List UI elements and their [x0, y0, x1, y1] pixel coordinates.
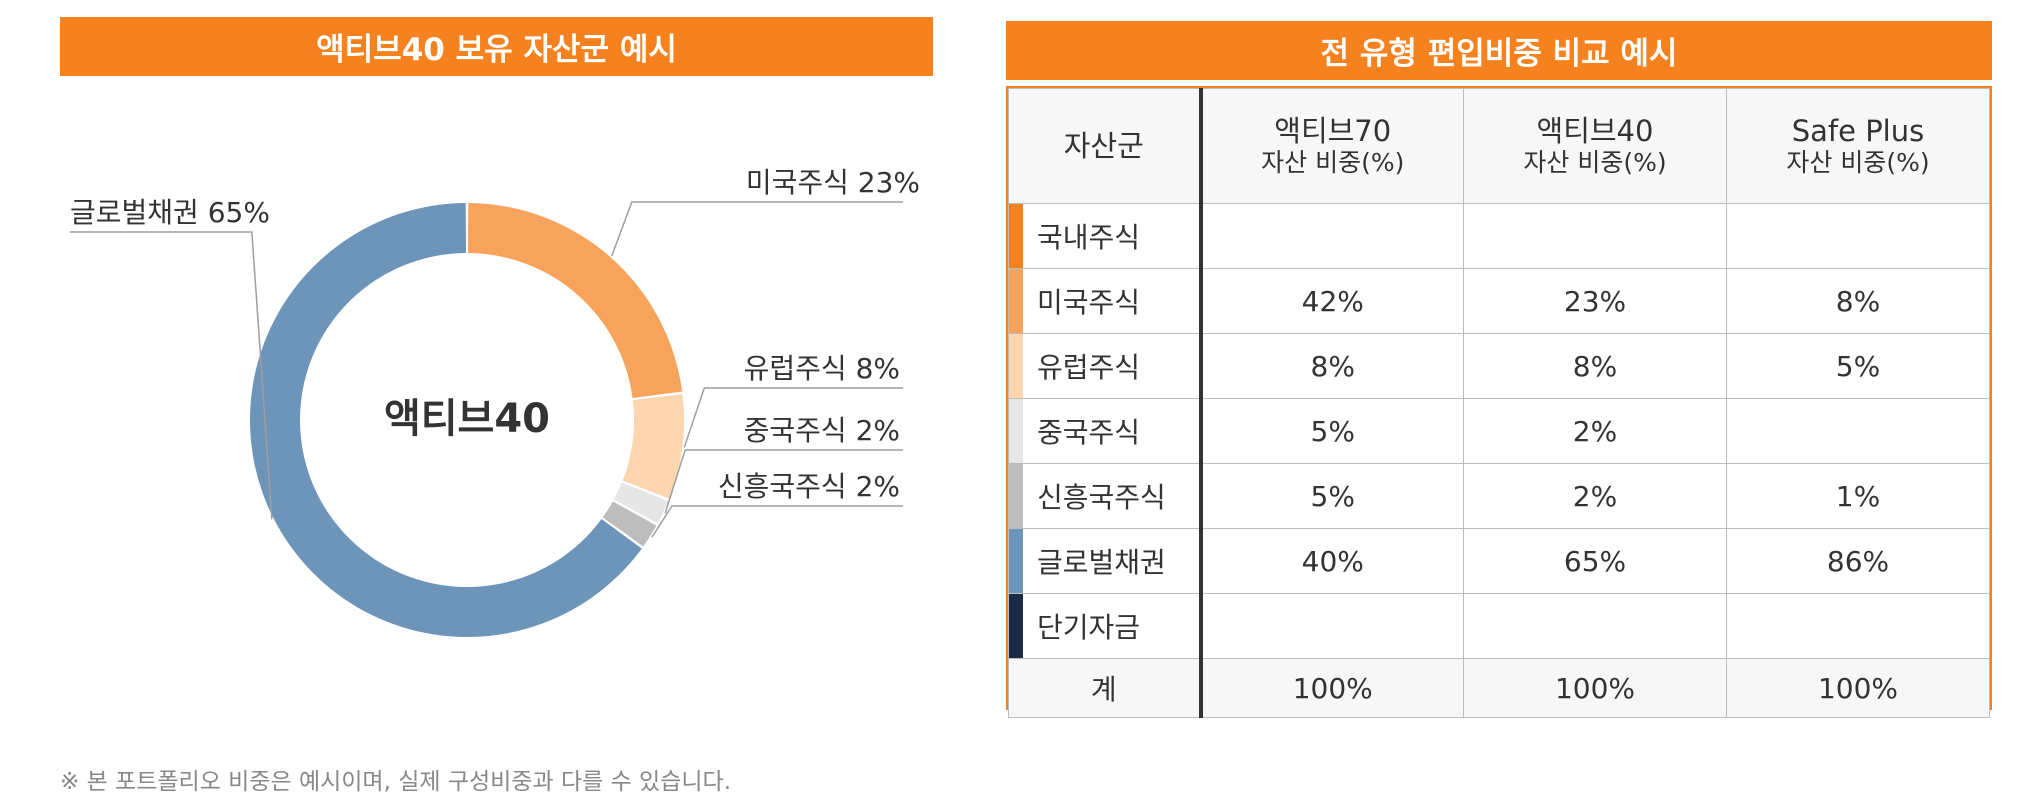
row-color-swatch — [1009, 269, 1023, 333]
row-label: 중국주식 — [1008, 398, 1203, 464]
slice-labels: 미국주식 23% 유럽주식 8% 중국주식 2% 신흥국주식 2% 글로벌채권 65% — [70, 166, 920, 503]
table-row: 신흥국주식 5% 2% 1% — [1008, 463, 1990, 529]
row-color-swatch — [1009, 464, 1023, 528]
row-label-text: 미국주식 — [1037, 286, 1141, 319]
leader-line — [664, 449, 903, 514]
table-cell — [1463, 203, 1727, 269]
donut-slice — [468, 203, 683, 399]
header-sub: 자산 비중(%) — [1523, 148, 1667, 178]
table-row: 유럽주식 8% 8% 5% — [1008, 333, 1990, 399]
donut-chart-title: 액티브40 보유 자산군 예시 — [60, 17, 933, 76]
table-cell — [1726, 593, 1990, 659]
table-row: 중국주식 5% 2% — [1008, 398, 1990, 464]
total-cell: 100% — [1463, 658, 1727, 718]
header-safe-plus: Safe Plus 자산 비중(%) — [1726, 88, 1990, 204]
row-label-text: 국내주식 — [1037, 221, 1141, 254]
row-label-text: 단기자금 — [1037, 611, 1141, 644]
table-cell: 40% — [1200, 528, 1464, 594]
header-asset-class: 자산군 — [1008, 88, 1203, 204]
row-label-text: 글로벌채권 — [1037, 546, 1166, 579]
comparison-table: 자산군 액티브70 자산 비중(%) 액티브40 자산 비중(%) Safe P… — [1006, 86, 1992, 718]
table-cell: 5% — [1726, 333, 1990, 399]
leader-line — [611, 201, 903, 256]
leader-lines — [70, 201, 903, 538]
row-color-swatch — [1009, 334, 1023, 398]
table-cell — [1726, 398, 1990, 464]
leader-line — [651, 505, 903, 538]
total-cell: 100% — [1200, 658, 1464, 718]
row-label: 국내주식 — [1008, 203, 1203, 269]
table-cell — [1200, 593, 1464, 659]
header-name: Safe Plus — [1791, 113, 1925, 148]
row-label: 신흥국주식 — [1008, 463, 1203, 529]
table-cell: 8% — [1200, 333, 1464, 399]
table-row: 단기자금 — [1008, 593, 1990, 659]
slice-label: 신흥국주식 2% — [718, 470, 900, 503]
donut-slice — [622, 394, 684, 499]
table-row: 미국주식 42% 23% 8% — [1008, 268, 1990, 334]
leader-line — [683, 387, 903, 448]
slice-label: 미국주식 23% — [746, 166, 920, 199]
header-name: 액티브40 — [1536, 113, 1654, 148]
slice-label: 유럽주식 8% — [744, 352, 900, 385]
table-cell — [1200, 203, 1464, 269]
slice-label: 글로벌채권 65% — [70, 196, 270, 229]
total-label: 계 — [1008, 658, 1203, 718]
total-cell: 100% — [1726, 658, 1990, 718]
table-cell: 2% — [1463, 463, 1727, 529]
row-label: 글로벌채권 — [1008, 528, 1203, 594]
table-cell: 5% — [1200, 463, 1464, 529]
table-cell: 42% — [1200, 268, 1464, 334]
header-sub: 자산 비중(%) — [1261, 148, 1405, 178]
header-name: 액티브70 — [1274, 113, 1392, 148]
row-label: 미국주식 — [1008, 268, 1203, 334]
table-cell: 5% — [1200, 398, 1464, 464]
donut-center-label: 액티브40 — [384, 396, 550, 442]
header-sub: 자산 비중(%) — [1786, 148, 1930, 178]
row-color-swatch — [1009, 529, 1023, 593]
row-color-swatch — [1009, 594, 1023, 658]
row-color-swatch — [1009, 204, 1023, 268]
header-active70: 액티브70 자산 비중(%) — [1200, 88, 1464, 204]
table-cell: 8% — [1726, 268, 1990, 334]
donut-slice — [602, 501, 657, 547]
row-label: 유럽주식 — [1008, 333, 1203, 399]
table-header-row: 자산군 액티브70 자산 비중(%) 액티브40 자산 비중(%) Safe P… — [1008, 88, 1990, 204]
header-active40: 액티브40 자산 비중(%) — [1463, 88, 1727, 204]
footnote: ※ 본 포트폴리오 비중은 예시이며, 실제 구성비중과 다를 수 있습니다. — [60, 769, 732, 795]
comparison-table-title: 전 유형 편입비중 비교 예시 — [1006, 21, 1992, 80]
table-cell: 1% — [1726, 463, 1990, 529]
row-label-text: 유럽주식 — [1037, 351, 1141, 384]
donut-slice — [613, 482, 669, 524]
table-cell: 86% — [1726, 528, 1990, 594]
leader-line — [70, 231, 273, 520]
table-row: 국내주식 — [1008, 203, 1990, 269]
table-cell — [1726, 203, 1990, 269]
slice-label: 중국주식 2% — [744, 414, 900, 447]
row-label-text: 중국주식 — [1037, 416, 1141, 449]
row-label-text: 신흥국주식 — [1037, 481, 1166, 514]
table-cell: 65% — [1463, 528, 1727, 594]
table-cell: 2% — [1463, 398, 1727, 464]
row-color-swatch — [1009, 399, 1023, 463]
row-label: 단기자금 — [1008, 593, 1203, 659]
table-total-row: 계 100% 100% 100% — [1008, 658, 1990, 718]
donut-slices — [250, 203, 684, 637]
table-cell: 8% — [1463, 333, 1727, 399]
donut-chart: 미국주식 23%유럽주식 8%중국주식 2%신흥국주식 2%글로벌채권 65% … — [70, 166, 920, 637]
table-cell: 23% — [1463, 268, 1727, 334]
table-row: 글로벌채권 40% 65% 86% — [1008, 528, 1990, 594]
table-cell — [1463, 593, 1727, 659]
